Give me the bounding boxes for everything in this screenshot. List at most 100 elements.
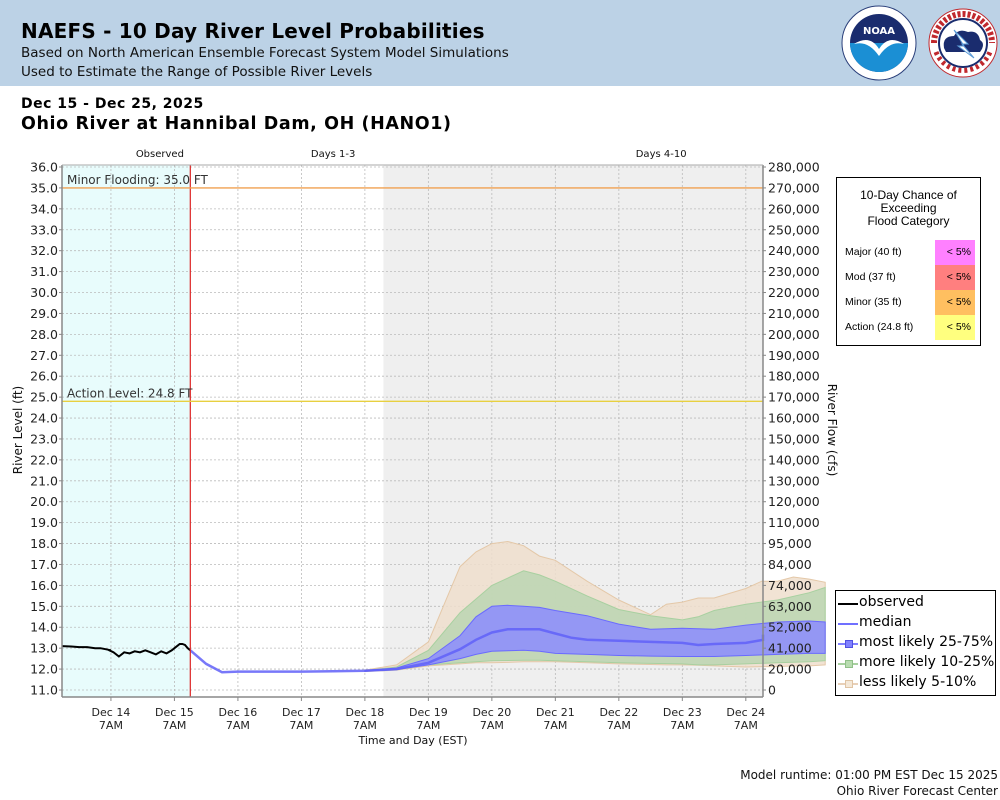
less-likely-box-icon [845, 680, 853, 688]
y2-tick-label: 160,000 [768, 411, 820, 426]
y2-tick-label: 190,000 [768, 348, 820, 363]
y-tick-label: 33.0 [30, 222, 58, 237]
y-tick-label: 27.0 [30, 348, 58, 363]
y-tick-label: 17.0 [30, 557, 58, 572]
x-tick-label-time: 7AM [480, 719, 504, 732]
x-tick-label-time: 7AM [670, 719, 694, 732]
noaa-logo: NOAA [841, 5, 917, 81]
median-line-swatch [838, 623, 858, 625]
legend-label: more likely 10-25% [859, 654, 995, 670]
y-tick-label: 18.0 [30, 536, 58, 551]
page-subtitle-1: Based on North American Ensemble Forecas… [21, 45, 509, 61]
chart-legend: observed median most likely 25-75% more … [835, 590, 996, 696]
most-likely-box-icon [845, 640, 853, 648]
y2-tick-label: 270,000 [768, 180, 820, 195]
nws-logo [928, 8, 998, 78]
page-subtitle-2: Used to Estimate the Range of Possible R… [21, 64, 373, 80]
y-tick-label: 32.0 [30, 243, 58, 258]
x-tick-label-day: Dec 14 [92, 706, 131, 719]
y-tick-label: 14.0 [30, 620, 58, 635]
y-tick-label: 28.0 [30, 327, 58, 342]
y2-tick-label: 74,000 [768, 578, 812, 593]
y2-tick-label: 280,000 [768, 160, 820, 175]
x-tick-label-day: Dec 18 [345, 706, 384, 719]
y-tick-label: 24.0 [30, 411, 58, 426]
y-tick-label: 26.0 [30, 369, 58, 384]
station-title: Ohio River at Hannibal Dam, OH (HANO1) [21, 114, 452, 134]
y-axis-label: River Level (ft) [11, 386, 25, 474]
more-likely-box-icon [845, 660, 853, 668]
y2-tick-label: 130,000 [768, 473, 820, 488]
flood-row-value: < 5% [935, 265, 975, 290]
flood-row-label: Action (24.8 ft) [845, 321, 914, 333]
flood-row-major: Major (40 ft) < 5% [837, 240, 980, 265]
y2-tick-label: 63,000 [768, 599, 812, 614]
flood-row-minor: Minor (35 ft) < 5% [837, 290, 980, 315]
legend-label: median [859, 614, 912, 630]
period-label: Days 1-3 [311, 149, 355, 160]
y-tick-label: 34.0 [30, 201, 58, 216]
y-tick-label: 22.0 [30, 452, 58, 467]
y-tick-label: 21.0 [30, 473, 58, 488]
y2-tick-label: 140,000 [768, 452, 820, 467]
period-label: Days 4-10 [636, 149, 687, 160]
threshold-label: Action Level: 24.8 FT [67, 386, 193, 400]
flood-row-label: Mod (37 ft) [845, 271, 896, 283]
flood-title-line: 10-Day Chance of [860, 188, 957, 202]
header-banner: NAEFS - 10 Day River Level Probabilities… [0, 0, 1000, 86]
date-range: Dec 15 - Dec 25, 2025 [21, 96, 204, 112]
x-tick-label-time: 7AM [416, 719, 440, 732]
median-line [189, 628, 765, 674]
y-tick-label: 29.0 [30, 306, 58, 321]
model-runtime: Model runtime: 01:00 PM EST Dec 15 2025 [740, 768, 998, 782]
y2-tick-label: 230,000 [768, 264, 820, 279]
y-tick-label: 25.0 [30, 390, 58, 405]
forecast-center: Ohio River Forecast Center [836, 784, 998, 798]
x-tick-label-time: 7AM [734, 719, 758, 732]
y2-tick-label: 52,000 [768, 620, 812, 635]
legend-label: observed [859, 594, 924, 610]
x-tick-label-day: Dec 15 [155, 706, 194, 719]
y-tick-label: 20.0 [30, 494, 58, 509]
y2-tick-label: 20,000 [768, 662, 812, 677]
river-level-chart: Minor Flooding: 35.0 FT Action Level: 24.… [11, 149, 839, 747]
x-tick-label-day: Dec 19 [409, 706, 448, 719]
x-tick-label-time: 7AM [226, 719, 250, 732]
y2-tick-label: 150,000 [768, 431, 820, 446]
observed-region [62, 165, 191, 697]
y-tick-label: 12.0 [30, 662, 58, 677]
x-tick-label-day: Dec 21 [536, 706, 575, 719]
x-tick-label-day: Dec 23 [663, 706, 702, 719]
x-tick-label-time: 7AM [289, 719, 313, 732]
y2-tick-label: 170,000 [768, 390, 820, 405]
flood-row-value: < 5% [935, 240, 975, 265]
y2-tick-label: 200,000 [768, 327, 820, 342]
y2-tick-label: 41,000 [768, 641, 812, 656]
y-tick-label: 19.0 [30, 515, 58, 530]
y-tick-label: 31.0 [30, 264, 58, 279]
observed-line [61, 643, 191, 658]
page-title: NAEFS - 10 Day River Level Probabilities [21, 19, 485, 43]
y2-tick-label: 180,000 [768, 369, 820, 384]
x-tick-label-day: Dec 16 [219, 706, 258, 719]
period-label: Observed [136, 149, 184, 160]
y2-tick-label: 120,000 [768, 494, 820, 509]
x-tick-label-day: Dec 17 [282, 706, 321, 719]
y2-tick-label: 95,000 [768, 536, 812, 551]
y-tick-label: 23.0 [30, 431, 58, 446]
y2-tick-label: 260,000 [768, 201, 820, 216]
y2-tick-label: 0 [768, 683, 776, 698]
y-tick-label: 35.0 [30, 180, 58, 195]
y-tick-label: 13.0 [30, 641, 58, 656]
y-tick-label: 11.0 [30, 683, 58, 698]
flood-category-table: 10-Day Chance of Exceeding Flood Categor… [836, 177, 981, 346]
y2-tick-label: 240,000 [768, 243, 820, 258]
x-tick-label-day: Dec 20 [472, 706, 511, 719]
y-tick-label: 36.0 [30, 160, 58, 175]
y2-tick-label: 250,000 [768, 222, 820, 237]
y2-axis-label: River Flow (cfs) [825, 384, 839, 477]
x-tick-label-time: 7AM [162, 719, 186, 732]
y2-tick-label: 84,000 [768, 557, 812, 572]
threshold-label: Minor Flooding: 35.0 FT [67, 173, 209, 187]
y2-tick-label: 210,000 [768, 306, 820, 321]
